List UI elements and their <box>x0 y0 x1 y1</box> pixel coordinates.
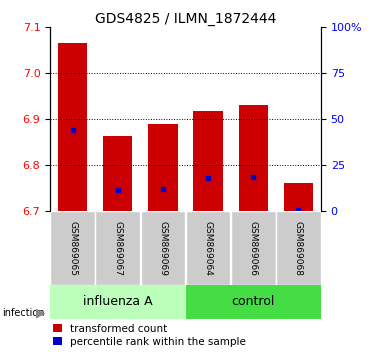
Bar <box>193 111 223 211</box>
Text: GSM869067: GSM869067 <box>113 221 122 276</box>
Text: influenza A: influenza A <box>83 295 152 308</box>
Text: GSM869064: GSM869064 <box>204 221 213 275</box>
Bar <box>148 124 178 211</box>
Bar <box>103 136 132 211</box>
Text: GSM869066: GSM869066 <box>249 221 258 276</box>
Bar <box>50 285 185 319</box>
Bar <box>186 211 230 285</box>
Bar <box>276 211 321 285</box>
Bar <box>239 105 268 211</box>
Bar <box>50 211 95 285</box>
Text: GSM869068: GSM869068 <box>294 221 303 276</box>
Bar <box>95 211 140 285</box>
Bar <box>231 211 276 285</box>
Text: control: control <box>232 295 275 308</box>
Text: GSM869065: GSM869065 <box>68 221 77 276</box>
Bar <box>141 211 185 285</box>
Bar <box>58 43 87 211</box>
Legend: transformed count, percentile rank within the sample: transformed count, percentile rank withi… <box>53 324 246 347</box>
Text: ▶: ▶ <box>36 307 46 320</box>
Bar <box>284 183 313 211</box>
Title: GDS4825 / ILMN_1872444: GDS4825 / ILMN_1872444 <box>95 12 276 25</box>
Bar <box>186 285 321 319</box>
Text: GSM869069: GSM869069 <box>158 221 167 276</box>
Text: infection: infection <box>2 308 45 318</box>
